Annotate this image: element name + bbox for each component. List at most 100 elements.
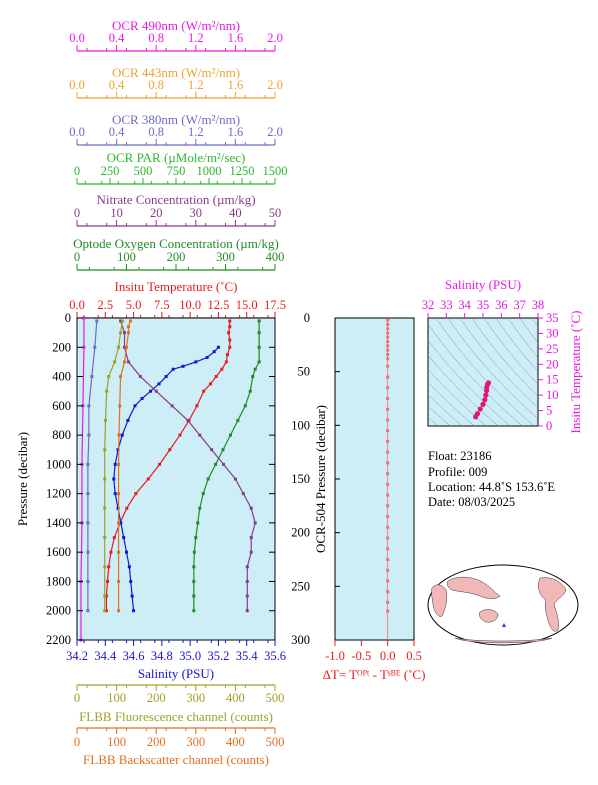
- delta-t-point: [386, 504, 390, 508]
- ocr-pressure-tick-label: 200: [291, 526, 310, 540]
- map-land-australia: [479, 609, 499, 623]
- nitrate-concentration-m-kg-point: [249, 536, 253, 540]
- delta-t-point: [386, 429, 390, 433]
- insitu-temperature-c-point: [107, 565, 111, 569]
- delta-t-plot-background: [334, 317, 415, 641]
- nitrate-concentration-m-kg-point: [245, 594, 249, 598]
- delta-t-point: [386, 547, 390, 551]
- delta-t-point: [386, 418, 390, 422]
- nitrate-tick-label: 20: [150, 206, 163, 220]
- optode-oxygen-concentration-m-kg-point: [221, 448, 225, 452]
- ts-salinity-tick-label: 32: [422, 298, 435, 312]
- par-tick-label: 0: [74, 164, 80, 178]
- delta-t-point: [386, 590, 390, 594]
- float-id: Float: 23186: [428, 449, 492, 463]
- fluorescence-tick-label: 200: [147, 691, 166, 705]
- ts-temperature-tick-label: 15: [546, 373, 559, 387]
- ocr380-tick-label: 1.2: [188, 125, 204, 139]
- insitu-temperature-c-point: [209, 382, 213, 386]
- ocr-380nm-w-m-nm-point: [95, 319, 99, 323]
- flbb-backscatter-channel-counts-point: [117, 609, 121, 613]
- salinity-axis-label: Salinity (PSU): [138, 666, 214, 681]
- pressure-tick-label: 2000: [46, 604, 71, 618]
- salinity-psu-point: [140, 397, 144, 400]
- ts-density-contours: [428, 318, 538, 426]
- ocr-380nm-w-m-nm-point: [86, 609, 90, 613]
- delta-t-point: [386, 493, 390, 497]
- temperature-tick-label: 2.5: [97, 298, 113, 312]
- salinity-psu-point: [205, 356, 209, 360]
- ts-density-contour: [428, 394, 463, 426]
- ts-temperature-tick-label: 35: [546, 311, 559, 325]
- ts-point: [474, 411, 481, 417]
- ts-density-contour: [519, 318, 538, 344]
- delta-t-point: [386, 439, 390, 443]
- salinity-psu-point: [112, 477, 116, 481]
- nitrate-concentration-m-kg-point: [241, 492, 245, 496]
- backscatter-axis-label: FLBB Backscatter channel (counts): [83, 752, 269, 767]
- ocr-380nm-w-m-nm-point: [93, 345, 97, 349]
- insitu-temperature-c-point: [168, 448, 172, 452]
- oxygen-tick-label: 100: [117, 250, 136, 264]
- temperature-tick-label: 7.5: [154, 298, 170, 312]
- salinity-psu-point: [125, 550, 128, 554]
- flbb-fluorescence-channel-counts-point: [119, 331, 123, 335]
- ocr-380nm-w-m-nm-point: [86, 521, 90, 525]
- pressure-tick-label: 400: [52, 370, 71, 384]
- optode-oxygen-concentration-m-kg-point: [253, 367, 257, 371]
- delta-t-axis-label: ΔT= Tᴼᴾᵗ - Tˢᴮᴱ (˚C): [323, 667, 426, 682]
- delta-t-point: [386, 600, 390, 604]
- oxygen-tick-label: 300: [216, 250, 235, 264]
- flbb-backscatter-channel-counts-point: [117, 521, 121, 525]
- temperature-tick-label: 0.0: [69, 298, 85, 312]
- nitrate-concentration-m-kg-point: [126, 360, 130, 364]
- ts-density-contour: [428, 405, 451, 426]
- delta-t-point: [386, 568, 390, 572]
- flbb-backscatter-channel-counts-point: [126, 331, 130, 335]
- ocr380-tick-label: 1.6: [228, 125, 244, 139]
- flbb-backscatter-channel-counts-point: [128, 319, 132, 323]
- optode-oxygen-concentration-m-kg-point: [248, 389, 252, 393]
- nitrate-concentration-m-kg-point: [186, 418, 190, 422]
- ocr443-tick-label: 2.0: [267, 78, 283, 92]
- pressure-tick-label: 1000: [46, 457, 71, 471]
- nitrate-tick-label: 30: [190, 206, 203, 220]
- optode-oxygen-concentration-m-kg-point: [198, 506, 202, 510]
- ocr490-axis-label: OCR 490nm (W/m²/nm): [112, 18, 240, 33]
- delta-t-point: [386, 357, 390, 361]
- par-tick-label: 1250: [230, 164, 255, 178]
- ocr380-tick-label: 2.0: [267, 125, 283, 139]
- pressure-tick-label: 0: [65, 311, 71, 325]
- optode-oxygen-concentration-m-kg-point: [194, 536, 198, 540]
- salinity-psu-point: [132, 609, 136, 613]
- ocr380-tick-label: 0.0: [69, 125, 85, 139]
- ocr-380nm-w-m-nm-point: [86, 579, 90, 583]
- salinity-psu-point: [116, 448, 120, 452]
- par-tick-label: 1000: [197, 164, 222, 178]
- insitu-temperature-c-point: [228, 345, 232, 349]
- salinity-psu-point: [181, 364, 185, 368]
- ts-plot-background: [427, 317, 539, 427]
- delta-t-tick-label: -1.0: [325, 649, 345, 663]
- ts-density-contour: [428, 339, 511, 426]
- delta-t-point: [386, 375, 390, 379]
- ts-density-contour: [447, 318, 538, 420]
- delta-t-point: [386, 327, 390, 331]
- flbb-fluorescence-channel-counts-point: [103, 448, 107, 452]
- nitrate-concentration-m-kg-point: [249, 550, 253, 554]
- pressure-tick-label: 2200: [46, 633, 71, 647]
- salinity-psu-point: [216, 345, 220, 349]
- ts-temperature-tick-label: 5: [546, 404, 552, 418]
- ocr-380nm-w-m-nm-point: [86, 550, 90, 554]
- nitrate-concentration-m-kg-point: [198, 433, 202, 437]
- flbb-backscatter-channel-counts-point: [123, 360, 127, 364]
- temperature-tick-label: 15.0: [236, 298, 258, 312]
- fluorescence-axis-label: FLBB Fluorescence channel (counts): [79, 709, 273, 724]
- flbb-fluorescence-channel-counts-point: [117, 345, 121, 349]
- oxygen-tick-label: 400: [266, 250, 285, 264]
- insitu-temperature-c-point: [158, 462, 162, 466]
- ocr-pressure-tick-label: 0: [304, 311, 310, 325]
- nitrate-concentration-m-kg-point: [233, 477, 237, 481]
- nitrate-concentration-m-kg-point: [154, 389, 158, 393]
